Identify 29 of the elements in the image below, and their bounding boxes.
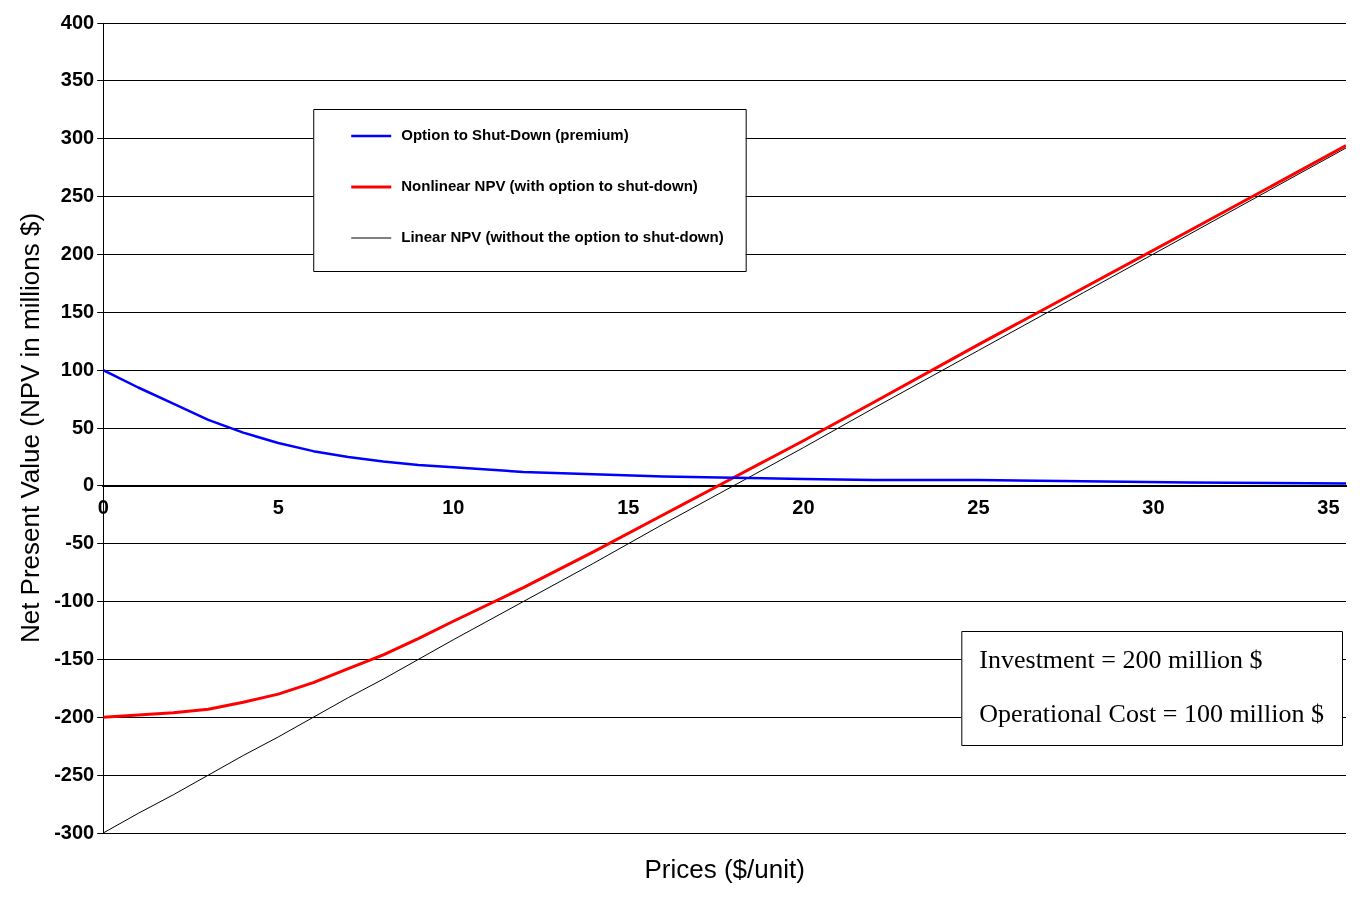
y-tick-label: 0 (83, 473, 95, 496)
annotation: Operational Cost = 100 million $ (979, 698, 1325, 728)
x-tick-label: 10 (442, 496, 465, 519)
y-tick-label: -50 (65, 531, 95, 554)
y-tick-label: -300 (54, 820, 95, 843)
y-tick-label: -200 (54, 704, 95, 727)
x-tick-label: 15 (617, 496, 640, 519)
legend-label: Linear NPV (without the option to shut-down) (401, 228, 724, 246)
y-tick-label: 400 (60, 10, 95, 33)
y-tick-label: 250 (60, 184, 95, 207)
legend-label: Nonlinear NPV (with option to shut-down) (401, 177, 698, 195)
x-tick-label: 25 (967, 496, 990, 519)
y-tick-label: 350 (60, 68, 95, 91)
x-tick-label: 5 (272, 496, 284, 519)
y-tick-label: 100 (60, 357, 95, 380)
legend-label: Option to Shut-Down (premium) (401, 126, 629, 144)
y-tick-label: -250 (54, 762, 95, 785)
y-tick-label: 50 (71, 415, 95, 438)
annotation: Investment = 200 million $ (979, 644, 1263, 674)
y-axis-title: Net Present Value (NPV in millions $) (14, 212, 45, 644)
y-tick-label: -100 (54, 589, 95, 612)
y-tick-label: 300 (60, 126, 95, 149)
x-tick-label: 20 (792, 496, 815, 519)
x-tick-label: 35 (1317, 496, 1340, 519)
y-tick-label: -150 (54, 646, 95, 669)
x-axis-title: Prices ($/unit) (644, 854, 805, 885)
y-tick-label: 150 (60, 299, 95, 322)
y-tick-label: 200 (60, 241, 95, 264)
x-tick-label: 30 (1142, 496, 1165, 519)
